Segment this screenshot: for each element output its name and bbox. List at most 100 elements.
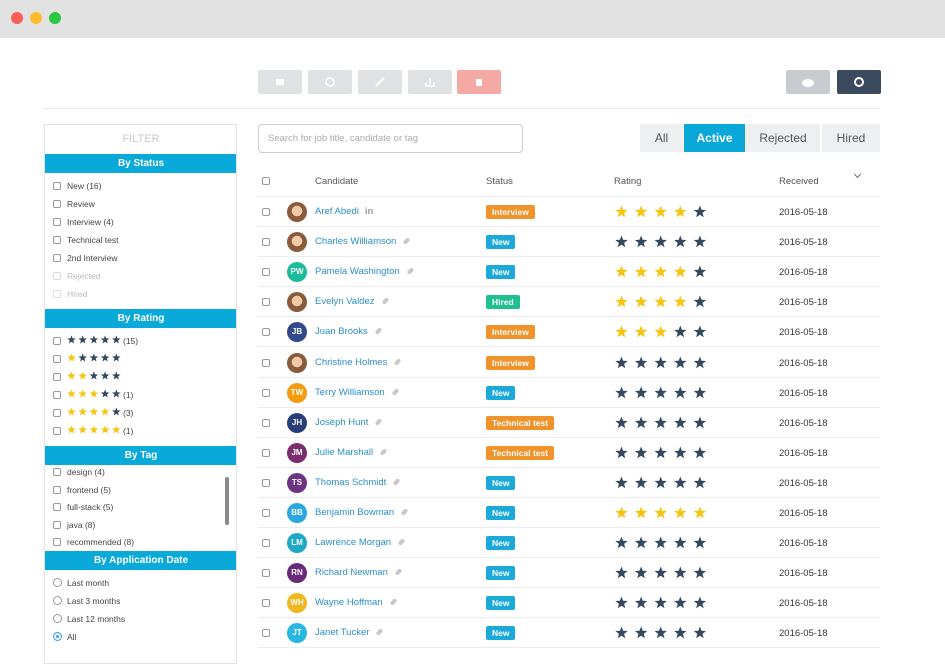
filter-option[interactable]: Technical test (53, 234, 119, 246)
filter-option[interactable]: Last 3 months (53, 595, 120, 607)
filter-option[interactable]: (1) (53, 425, 133, 437)
filter-option[interactable]: Interview (4) (53, 216, 114, 228)
checkbox[interactable] (262, 238, 270, 247)
checkbox[interactable] (262, 629, 270, 638)
checkbox[interactable] (262, 448, 270, 457)
candidate-row[interactable]: RN Richard Newman New 2016-05-18 (258, 558, 880, 589)
checkbox[interactable] (262, 208, 270, 216)
candidate-row[interactable]: Charles Williamson New 2016-05-18 (258, 227, 880, 258)
filter-option[interactable]: java (8) (53, 519, 95, 531)
candidate-name[interactable]: Richard Newman (315, 567, 403, 578)
filter-option[interactable] (53, 353, 123, 365)
filter-option[interactable]: frontend (5) (53, 484, 111, 496)
checkbox[interactable] (53, 182, 61, 190)
close-button[interactable] (11, 12, 23, 24)
checkbox[interactable] (53, 409, 61, 417)
filter-option[interactable]: (1) (53, 389, 133, 401)
candidate-row[interactable]: TW Terry Williamson New 2016-05-18 (258, 378, 880, 408)
filter-option[interactable]: Hired (53, 288, 87, 300)
checkbox[interactable] (53, 520, 61, 529)
filter-option[interactable]: Last 12 months (53, 613, 125, 625)
checkbox[interactable] (262, 478, 270, 487)
candidate-name[interactable]: Aref Abedi in (315, 206, 373, 217)
filter-option[interactable]: Last month (53, 577, 109, 589)
filter-option[interactable]: (15) (53, 335, 138, 347)
checkbox[interactable] (262, 268, 270, 277)
candidate-name[interactable]: Wayne Hoffman (315, 597, 397, 608)
candidate-name[interactable]: Pamela Washington (315, 266, 415, 277)
checkbox[interactable] (262, 539, 270, 548)
upload-button[interactable] (786, 70, 830, 94)
candidate-name[interactable]: Joseph Hunt (315, 417, 383, 428)
candidate-name[interactable]: Benjamin Bowman (315, 507, 409, 518)
candidate-name[interactable]: Juan Brooks (315, 326, 383, 337)
checkbox[interactable] (262, 509, 270, 517)
candidate-row[interactable]: JM Julie Marshall Technical test 2016-05-18 (258, 438, 880, 468)
checkbox[interactable] (262, 418, 270, 427)
checkbox[interactable] (53, 337, 61, 345)
checkbox[interactable] (262, 328, 270, 337)
checkbox[interactable] (262, 569, 270, 578)
checkbox[interactable] (53, 538, 61, 546)
candidate-row[interactable]: WH Wayne Hoffman New 2016-05-18 (258, 588, 880, 619)
add-button[interactable] (308, 70, 352, 94)
checkbox[interactable] (53, 485, 61, 494)
filter-option[interactable]: New (16) (53, 180, 101, 192)
checkbox[interactable] (262, 298, 270, 307)
checkbox[interactable] (53, 290, 61, 298)
filter-option[interactable]: full-stack (5) (53, 501, 113, 513)
candidate-name[interactable]: Evelyn Valdez (315, 296, 389, 307)
tab[interactable]: Rejected (746, 124, 820, 152)
checkbox[interactable] (53, 427, 61, 435)
candidate-row[interactable]: BB Benjamin Bowman New 2016-05-18 (258, 498, 880, 528)
settings-button[interactable] (837, 70, 881, 94)
candidate-name[interactable]: Charles Williamson (315, 236, 411, 247)
candidate-name[interactable]: Janet Tucker (315, 627, 384, 638)
filter-option[interactable]: Rejected (53, 270, 101, 282)
candidate-row[interactable]: JB Juan Brooks Interview 2016-05-18 (258, 317, 880, 348)
candidate-name[interactable]: Lawrence Morgan (315, 537, 406, 548)
checkbox[interactable] (262, 599, 270, 608)
checkbox[interactable] (53, 391, 61, 399)
minimize-button[interactable] (30, 12, 42, 24)
search-input[interactable]: Search for job title, candidate or tag (258, 124, 523, 153)
candidate-row[interactable]: JT Janet Tucker New 2016-05-18 (258, 618, 880, 649)
mail-button[interactable] (258, 70, 302, 94)
checkbox[interactable] (262, 388, 270, 397)
candidate-name[interactable]: Thomas Schmidt (315, 477, 401, 488)
candidate-row[interactable]: Evelyn Valdez Hired 2016-05-18 (258, 287, 880, 318)
download-button[interactable] (408, 70, 452, 94)
scrollbar[interactable] (225, 477, 229, 525)
filter-option[interactable]: (3) (53, 407, 133, 419)
checkbox[interactable] (53, 218, 61, 226)
candidate-row[interactable]: Aref Abedi in Interview 2016-05-18 (258, 197, 880, 227)
checkbox[interactable] (53, 468, 61, 476)
checkbox[interactable] (53, 373, 61, 381)
tab[interactable]: Hired (822, 124, 880, 152)
delete-button[interactable] (457, 70, 501, 94)
radio[interactable] (53, 614, 62, 623)
candidate-row[interactable]: JH Joseph Hunt Technical test 2016-05-18 (258, 408, 880, 438)
candidate-name[interactable]: Christine Holmes (315, 357, 402, 368)
checkbox[interactable] (262, 177, 270, 185)
checkbox[interactable] (53, 355, 61, 363)
checkbox[interactable] (53, 272, 61, 280)
checkbox[interactable] (53, 503, 61, 511)
maximize-button[interactable] (49, 12, 61, 24)
filter-option[interactable]: 2nd Interview (53, 252, 118, 264)
candidate-row[interactable]: TS Thomas Schmidt New 2016-05-18 (258, 468, 880, 498)
sort-chevron[interactable] (853, 170, 862, 179)
radio[interactable] (53, 596, 62, 605)
filter-option[interactable]: All (53, 631, 76, 643)
filter-option[interactable]: recommended (8) (53, 536, 134, 548)
candidate-name[interactable]: Terry Williamson (315, 387, 400, 398)
filter-option[interactable]: Review (53, 198, 95, 210)
filter-option[interactable]: design (4) (53, 466, 105, 478)
tab[interactable]: Active (684, 124, 745, 152)
checkbox[interactable] (53, 254, 61, 262)
filter-option[interactable] (53, 371, 123, 383)
radio[interactable] (53, 578, 62, 587)
candidate-row[interactable]: PW Pamela Washington New 2016-05-18 (258, 257, 880, 288)
radio[interactable] (53, 632, 62, 641)
checkbox[interactable] (262, 358, 270, 367)
